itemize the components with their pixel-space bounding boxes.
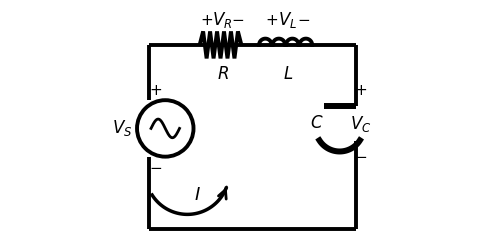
Text: −: − [297, 13, 310, 28]
Text: +: + [200, 13, 213, 28]
Text: $R$: $R$ [217, 65, 229, 83]
Text: $V_C$: $V_C$ [350, 114, 372, 133]
Text: $L$: $L$ [283, 65, 293, 83]
Text: $V_L$: $V_L$ [278, 10, 297, 30]
Text: $I$: $I$ [194, 186, 200, 204]
Text: −: − [149, 162, 162, 176]
Text: $C$: $C$ [310, 115, 323, 132]
Text: +: + [266, 13, 278, 28]
Text: $V_S$: $V_S$ [112, 118, 132, 138]
Text: −: − [354, 150, 367, 165]
Text: +: + [149, 83, 162, 98]
Text: $V_R$: $V_R$ [212, 10, 233, 30]
Text: −: − [232, 13, 244, 28]
Text: +: + [354, 83, 367, 98]
